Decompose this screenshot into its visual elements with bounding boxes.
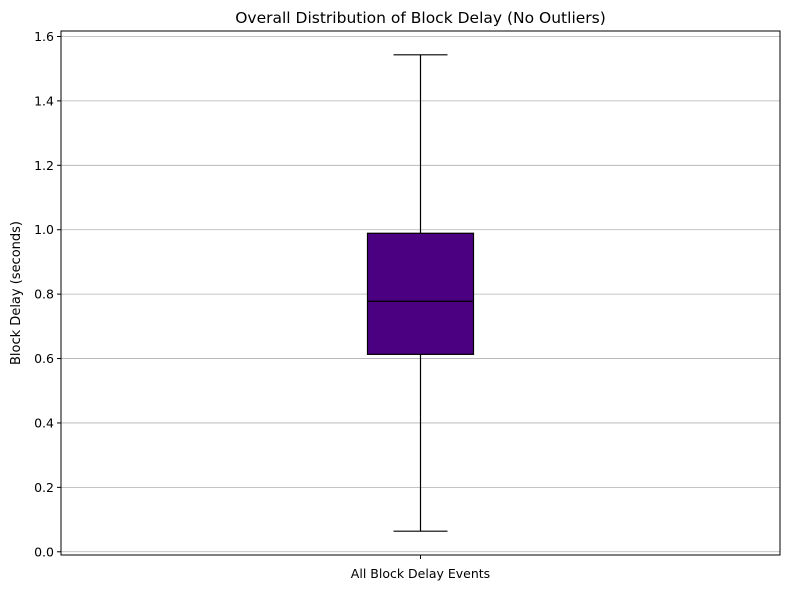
y-tick-label: 0.0: [34, 544, 54, 559]
interquartile-box: [366, 232, 475, 355]
y-tick-label: 1.0: [34, 222, 54, 237]
y-tick-label: 1.4: [34, 93, 54, 108]
y-tick-label: 1.2: [34, 158, 54, 173]
y-tick-label: 0.2: [34, 480, 54, 495]
y-axis-ticks: 0.0 0.2 0.4 0.6 0.8 1.0 1.2 1.4 1.6: [34, 29, 61, 559]
chart-title: Overall Distribution of Block Delay (No …: [235, 9, 606, 27]
y-tick-label: 0.8: [34, 287, 54, 302]
x-axis-ticks: All Block Delay Events: [351, 555, 490, 581]
y-tick-label: 1.6: [34, 29, 54, 44]
y-axis-label: Block Delay (seconds): [9, 221, 24, 365]
y-tick-label: 0.4: [34, 415, 54, 430]
x-tick-label: All Block Delay Events: [351, 566, 490, 581]
box-group: [366, 54, 475, 532]
y-tick-label: 0.6: [34, 351, 54, 366]
